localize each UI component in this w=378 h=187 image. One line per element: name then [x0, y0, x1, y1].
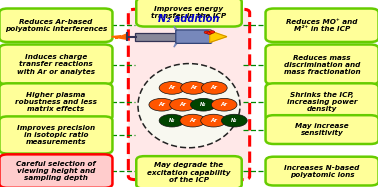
Circle shape	[207, 32, 212, 34]
FancyBboxPatch shape	[136, 0, 242, 27]
Text: Improves energy
transfer in the ICP: Improves energy transfer in the ICP	[151, 6, 227, 19]
Circle shape	[211, 98, 237, 111]
Polygon shape	[174, 26, 178, 34]
FancyBboxPatch shape	[0, 116, 113, 154]
Polygon shape	[210, 31, 227, 42]
FancyBboxPatch shape	[265, 157, 378, 186]
Text: Higher plasma
robustness and less
matrix effects: Higher plasma robustness and less matrix…	[15, 92, 97, 112]
Circle shape	[209, 31, 215, 33]
FancyBboxPatch shape	[265, 45, 378, 85]
Text: Ar: Ar	[211, 85, 218, 90]
Text: Improves precision
in isotopic ratio
measurements: Improves precision in isotopic ratio mea…	[17, 125, 95, 145]
FancyBboxPatch shape	[265, 83, 378, 121]
FancyBboxPatch shape	[0, 154, 113, 187]
Text: N₂: N₂	[169, 118, 175, 123]
FancyBboxPatch shape	[0, 83, 113, 121]
Text: Ar: Ar	[210, 118, 217, 123]
Circle shape	[170, 98, 195, 111]
Circle shape	[222, 114, 247, 127]
Circle shape	[159, 82, 185, 94]
Text: Ar: Ar	[190, 85, 197, 90]
FancyBboxPatch shape	[135, 33, 178, 41]
Text: Ar: Ar	[221, 102, 228, 107]
FancyBboxPatch shape	[129, 9, 249, 180]
Circle shape	[204, 31, 209, 34]
Circle shape	[149, 98, 175, 111]
Text: Careful selection of
viewing height and
sampling depth: Careful selection of viewing height and …	[16, 161, 96, 181]
Text: Shrinks the ICP,
increasing power
density: Shrinks the ICP, increasing power densit…	[287, 92, 357, 112]
Text: Ar: Ar	[158, 102, 165, 107]
Text: Reduces Ar-based
polyatomic interferences: Reduces Ar-based polyatomic interference…	[5, 19, 107, 32]
Circle shape	[191, 98, 216, 111]
Text: Ar: Ar	[169, 85, 175, 90]
Text: Ar: Ar	[179, 102, 186, 107]
FancyBboxPatch shape	[0, 45, 113, 85]
Text: Ar: Ar	[189, 118, 196, 123]
Circle shape	[201, 114, 226, 127]
Text: N₂: N₂	[200, 102, 206, 107]
Text: N₂ addition: N₂ addition	[158, 14, 220, 24]
Circle shape	[201, 82, 227, 94]
Circle shape	[181, 82, 206, 94]
FancyBboxPatch shape	[136, 156, 242, 187]
Text: May degrade the
excitation capability
of the ICP: May degrade the excitation capability of…	[147, 162, 231, 183]
FancyBboxPatch shape	[0, 9, 113, 42]
Text: Induces charge
transfer reactions
with Ar or analytes: Induces charge transfer reactions with A…	[17, 54, 95, 75]
FancyBboxPatch shape	[265, 115, 378, 144]
Circle shape	[180, 114, 206, 127]
Polygon shape	[174, 39, 178, 47]
Text: May increase
sensitivity: May increase sensitivity	[295, 123, 349, 136]
Text: Reduces mass
discrimination and
mass fractionation: Reduces mass discrimination and mass fra…	[284, 55, 360, 74]
Text: Reduces MO⁺ and
M²⁺ in the ICP: Reduces MO⁺ and M²⁺ in the ICP	[286, 19, 358, 32]
Text: N₂: N₂	[231, 118, 237, 123]
FancyBboxPatch shape	[176, 30, 212, 43]
Polygon shape	[112, 34, 127, 39]
FancyBboxPatch shape	[265, 9, 378, 42]
Circle shape	[159, 114, 185, 127]
Text: Increases N-based
polyatomic ions: Increases N-based polyatomic ions	[284, 165, 360, 178]
Ellipse shape	[138, 64, 240, 148]
